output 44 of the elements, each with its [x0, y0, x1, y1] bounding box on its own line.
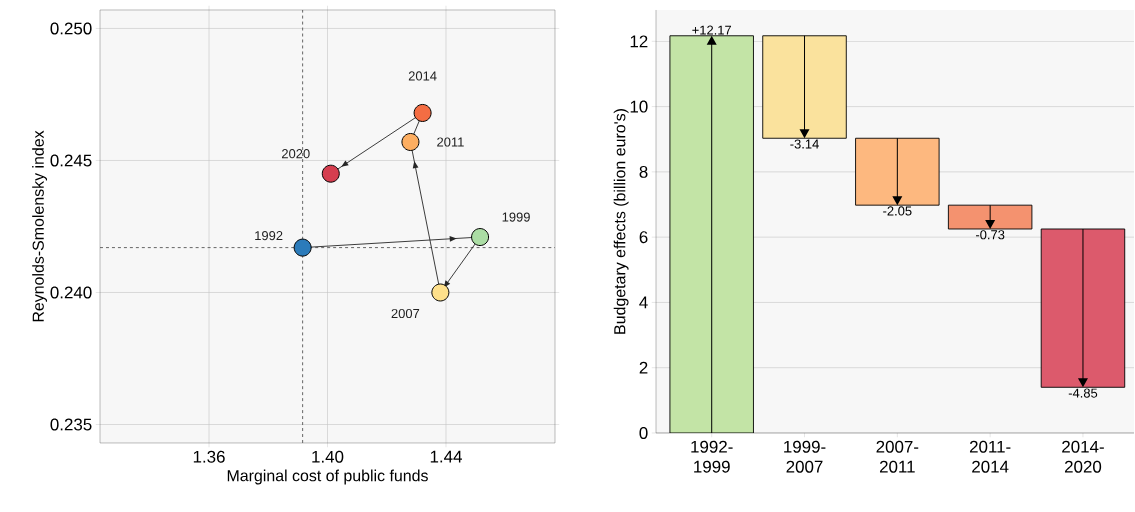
point	[471, 228, 490, 247]
y-axis-title: Budgetary effects (billion euro's)	[613, 109, 629, 334]
y-tick-label: 8	[639, 165, 648, 178]
x-tick-label: 1.40	[312, 450, 344, 463]
y-tick-label: 0.250	[50, 22, 92, 35]
bar	[855, 137, 940, 206]
x-tick-label: 1.36	[193, 450, 225, 463]
y-tick-label: 4	[639, 296, 648, 309]
y-tick-label: 0.245	[50, 154, 92, 167]
y-tick-label: 10	[630, 100, 648, 113]
data-label: +12.17	[692, 25, 732, 35]
y-tick-label: 12	[630, 35, 648, 48]
y-tick-label: 2	[639, 361, 648, 374]
x-axis-title: Marginal cost of public funds	[227, 469, 428, 485]
point	[401, 132, 420, 151]
data-label: -0.73	[975, 230, 1005, 240]
x-tick-label: 1.44	[430, 450, 462, 463]
point	[431, 283, 450, 302]
point	[321, 164, 340, 183]
data-label: -3.14	[790, 139, 819, 149]
annotation: 1999	[502, 212, 530, 222]
x-tick-label: 2007-2011	[876, 440, 919, 473]
y-tick-label: 0	[639, 426, 648, 439]
annotation: 2007	[391, 308, 420, 319]
point	[413, 103, 432, 122]
x-tick-label: 2011-2014	[969, 440, 1011, 473]
annotation: 1992	[255, 231, 283, 241]
x-tick-label: 1992-1999	[691, 440, 733, 473]
annotation: 2020	[282, 149, 310, 159]
bar	[1040, 228, 1126, 388]
annotation: 2011	[437, 137, 464, 147]
y-axis-title: Reynolds-Smolensky index	[32, 130, 48, 322]
data-label: -4.85	[1068, 388, 1098, 398]
annotation: 2014	[408, 71, 437, 81]
y-tick-label: 6	[639, 231, 648, 244]
x-tick-label: 1999-2007	[784, 440, 826, 473]
y-tick-label: 0.235	[50, 418, 92, 431]
point	[293, 238, 312, 257]
x-tick-label: 2014-2020	[1062, 440, 1104, 473]
bar	[947, 204, 1033, 230]
bar	[762, 35, 847, 139]
y-tick-label: 0.240	[50, 286, 92, 299]
data-label: -2.05	[883, 206, 912, 216]
bar	[669, 35, 754, 433]
